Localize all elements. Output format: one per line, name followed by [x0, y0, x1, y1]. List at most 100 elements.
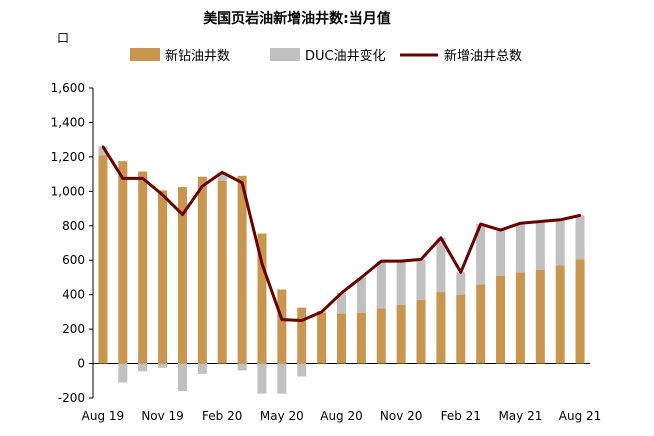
line-point [479, 222, 482, 226]
line-point [360, 276, 363, 279]
line-point [439, 236, 443, 240]
y-tick-label: 600 [62, 253, 85, 267]
line-point [161, 193, 164, 196]
line-point [240, 181, 244, 184]
bar-new-drilled [237, 175, 247, 364]
line-point [578, 214, 582, 217]
bar-duc-change [138, 363, 148, 372]
x-tick-label: Feb 21 [441, 409, 481, 423]
bar-new-drilled [337, 313, 346, 364]
bar-new-drilled [416, 299, 426, 364]
bar-new-drilled [456, 294, 466, 364]
x-tick-label: Feb 20 [202, 409, 242, 423]
line-point [280, 318, 284, 321]
y-tick-label: 200 [62, 322, 85, 336]
line-point [380, 259, 383, 263]
x-tick-label: Aug 19 [82, 409, 125, 423]
bar-duc-change [476, 224, 486, 285]
line-point [181, 213, 184, 216]
bar-duc-change [277, 363, 287, 394]
line-total-new-wells [101, 145, 581, 322]
bar-duc-change [416, 259, 426, 300]
legend-label: DUC油井变化 [305, 48, 386, 64]
line-point [499, 228, 502, 232]
line-point [141, 177, 144, 180]
line-point [260, 262, 264, 265]
line-point [459, 271, 462, 274]
bar-duc-change [356, 277, 366, 313]
line-point [221, 171, 224, 174]
legend-label: 新钻油井数 [165, 48, 230, 64]
line-point [399, 259, 403, 263]
y-tick-label: 1,000 [51, 184, 85, 198]
y-tick-label: 1,600 [51, 81, 85, 95]
bar-new-drilled [515, 272, 525, 364]
bar-duc-change [376, 261, 386, 309]
bar-duc-change [197, 363, 207, 374]
line-point [419, 258, 423, 261]
bar-new-drilled [317, 312, 327, 364]
bar-duc-change [297, 363, 307, 377]
bar-duc-change [337, 292, 346, 314]
bar-duc-change [118, 363, 128, 383]
bar-duc-change [575, 215, 585, 260]
bar-duc-change [177, 363, 187, 392]
bar-duc-change [535, 221, 545, 270]
legend: 新钻油井数 DUC油井变化 新增油井总数 [130, 48, 522, 64]
x-tick-label: Nov 19 [141, 409, 184, 423]
bar-new-drilled [257, 233, 267, 364]
bar-new-drilled [436, 292, 446, 364]
bar-new-drilled [396, 305, 406, 364]
bar-new-drilled [376, 308, 386, 364]
bar-new-drilled [138, 171, 148, 364]
line-point [121, 177, 125, 180]
line-point [300, 319, 303, 322]
y-tick-label: 800 [62, 219, 85, 233]
bar-new-drilled [158, 190, 168, 364]
bars [98, 146, 585, 394]
bar-duc-change [436, 237, 446, 293]
line-point [101, 145, 105, 148]
line-layer [101, 145, 582, 322]
x-tick-label: Nov 20 [380, 409, 423, 423]
axes: -200 0 200 400 600 800 1,000 1,200 1,400 1,600 Aug… [51, 81, 602, 423]
y-tick-label: 1,200 [51, 150, 85, 164]
legend-swatch [270, 48, 300, 61]
bar-duc-change [456, 272, 466, 295]
bar-duc-change [237, 363, 247, 371]
bar-duc-change [496, 230, 506, 276]
line-point [539, 220, 542, 223]
bar-duc-change [396, 261, 406, 305]
bar-new-drilled [277, 289, 287, 364]
y-tick-label: -200 [58, 391, 85, 405]
bar-duc-change [257, 363, 267, 394]
legend-swatch [130, 48, 160, 61]
y-tick-label: 1,400 [51, 115, 85, 129]
x-tick-label: May 20 [260, 409, 304, 423]
bar-duc-change [98, 146, 108, 156]
bar-new-drilled [575, 259, 585, 364]
bar-duc-change [555, 219, 565, 266]
bar-new-drilled [297, 307, 307, 364]
bar-new-drilled [535, 269, 545, 364]
y-tick-label: 0 [77, 357, 85, 371]
chart-title: 美国页岩油新增油井数:当月值 [203, 10, 391, 27]
bar-duc-change [158, 363, 168, 368]
x-tick-label: Aug 20 [320, 409, 363, 423]
bar-new-drilled [555, 265, 565, 364]
line-point [340, 291, 343, 295]
line-point [201, 184, 204, 188]
line-point [558, 218, 562, 221]
legend-label: 新增油井总数 [444, 48, 522, 64]
bar-new-drilled [496, 275, 506, 364]
line-point [320, 310, 323, 314]
x-tick-label: Aug 21 [559, 409, 602, 423]
bar-new-drilled [197, 176, 207, 364]
x-tick-label: May 21 [498, 409, 542, 423]
y-axis-unit-label: 口 [57, 31, 69, 45]
bar-duc-change [515, 223, 525, 273]
bar-new-drilled [118, 161, 128, 364]
bar-new-drilled [356, 312, 366, 364]
bar-duc-change [217, 172, 227, 181]
